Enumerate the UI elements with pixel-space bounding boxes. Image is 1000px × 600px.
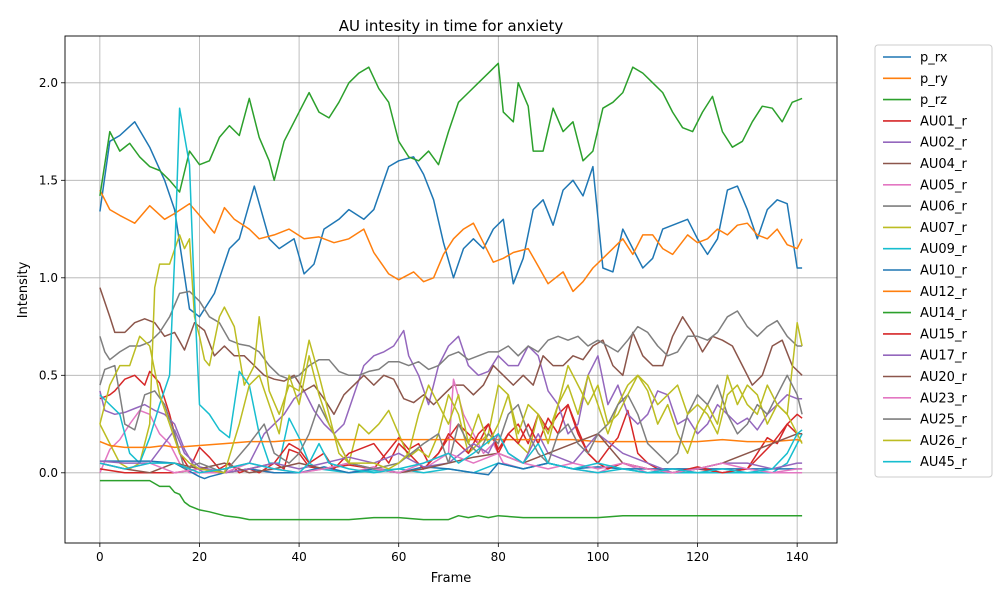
- x-tick-label: 140: [786, 550, 809, 564]
- series-line-au12-r: [99, 438, 803, 449]
- legend-label: AU15_r: [920, 327, 967, 342]
- series-lines: [99, 62, 803, 521]
- x-tick-label: 100: [586, 550, 609, 564]
- y-tick-label: 0.0: [39, 466, 58, 480]
- x-axis-label: Frame: [431, 571, 472, 586]
- x-tick-label: 0: [96, 550, 104, 564]
- series-line-p-rx: [99, 121, 803, 318]
- legend-box: [874, 44, 993, 478]
- legend-label: AU25_r: [920, 413, 967, 428]
- legend-label: AU01_r: [920, 114, 967, 129]
- legend-label: AU45_r: [920, 455, 967, 470]
- x-tick-label: 60: [391, 550, 406, 564]
- series-line-au26-r: [99, 335, 803, 474]
- series-line-au25-r: [99, 364, 803, 474]
- x-tick-label: 20: [192, 550, 207, 564]
- legend-label: AU20_r: [920, 370, 967, 385]
- plot-area-frame: [64, 35, 838, 544]
- y-tick-label: 1.5: [39, 173, 58, 187]
- legend-label: AU07_r: [920, 221, 967, 236]
- legend-label: AU05_r: [920, 178, 967, 193]
- series-line-au45-r: [99, 429, 803, 474]
- axis-ticks: 0 20 40 60 80 100 120 140 0.0 0.5 1.0 1.5 2.0: [39, 76, 809, 564]
- series-line-p-rz: [99, 62, 803, 197]
- legend-label: p_rx: [920, 51, 948, 66]
- series-line-au14-r: [99, 479, 803, 521]
- legend-label: p_ry: [920, 72, 948, 87]
- y-tick-label: 2.0: [39, 76, 58, 90]
- y-tick-label: 1.0: [39, 271, 58, 285]
- x-tick-label: 80: [491, 550, 506, 564]
- legend-label: AU06_r: [920, 200, 967, 215]
- series-line-au06-r: [99, 290, 803, 380]
- series-line-p-ry: [99, 189, 803, 293]
- x-tick-label: 40: [291, 550, 306, 564]
- legend-label: AU23_r: [920, 391, 967, 406]
- legend-label: AU14_r: [920, 306, 967, 321]
- legend-label: AU09_r: [920, 242, 967, 257]
- legend-label: AU17_r: [920, 349, 967, 364]
- legend-label: AU26_r: [920, 434, 967, 449]
- legend-label: AU02_r: [920, 136, 967, 151]
- legend-label: AU12_r: [920, 285, 967, 300]
- y-axis-label: Intensity: [16, 261, 31, 318]
- legend-label: AU10_r: [920, 264, 967, 279]
- legend-label: AU04_r: [920, 157, 967, 172]
- x-tick-label: 120: [686, 550, 709, 564]
- legend-label: p_rz: [920, 93, 947, 108]
- legend: p_rx p_ry p_rz AU01_r AU02_r AU04_r AU05_r AU06…: [874, 44, 993, 478]
- chart-title: AU intesity in time for anxiety: [339, 17, 564, 35]
- y-tick-label: 0.5: [39, 368, 58, 382]
